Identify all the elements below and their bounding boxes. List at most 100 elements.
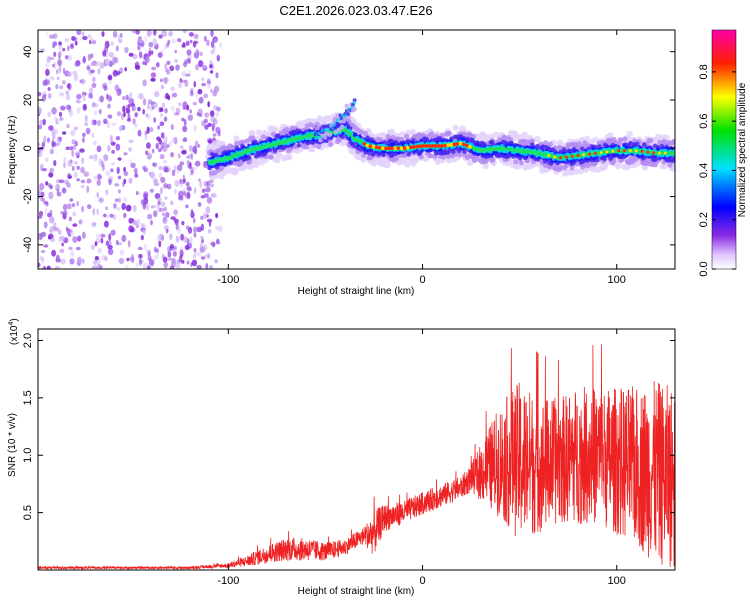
spectrogram-noise-dot: [54, 265, 60, 269]
spectrogram-noise-dot: [164, 63, 168, 70]
spectrogram-noise-dot: [98, 108, 102, 115]
spectrogram-noise-dot: [161, 253, 165, 260]
spectrogram-noise-dot: [86, 185, 90, 193]
spectrogram-noise-dot: [169, 243, 175, 249]
spectrogram-noise-dot: [121, 113, 124, 121]
spectrogram-noise-dot: [215, 72, 219, 79]
spectrogram-noise-dot: [153, 30, 157, 36]
spectrogram-noise-dot: [138, 253, 143, 259]
spectrogram-noise-dot: [206, 39, 210, 46]
spectrogram-noise-dot: [122, 105, 126, 113]
spectrogram-noise-dot: [209, 265, 213, 269]
spectrogram-noise-dot: [214, 225, 219, 231]
spectrogram-noise-dot: [63, 210, 68, 216]
spectrogram-noise-dot: [174, 179, 180, 187]
spectrogram-noise-dot: [44, 157, 49, 162]
spectrogram-noise-dot: [60, 106, 66, 112]
spectrogram-noise-dot: [191, 259, 198, 267]
spectrogram-ridge-cell: [296, 143, 301, 148]
spectrogram-noise-dot: [160, 201, 166, 207]
spectrogram-noise-dot: [212, 192, 218, 198]
spectrogram-noise-dot: [90, 62, 95, 67]
spectrogram-noise-dot: [114, 57, 119, 64]
spectrogram-noise-dot: [171, 169, 176, 177]
spectrogram-noise-dot: [119, 32, 123, 38]
spectrogram-noise-dot: [171, 137, 175, 144]
spectrogram-noise-dot: [93, 259, 98, 266]
spectrogram-noise-dot: [73, 126, 78, 131]
spectrogram-noise-dot: [65, 226, 69, 232]
spectrogram-noise-dot: [124, 67, 128, 72]
spectrogram-noise-dot: [147, 113, 151, 120]
spectrogram-noise-dot: [86, 204, 92, 210]
spectrogram-noise-dot: [96, 61, 101, 65]
spectrogram-noise-dot: [67, 71, 72, 77]
spectrogram-noise-dot: [132, 220, 138, 226]
spectrogram-noise-dot: [158, 172, 163, 179]
spectrogram-noise-dot: [38, 234, 41, 241]
spectrogram-noise-dot: [194, 160, 201, 167]
spectrogram-noise-dot: [173, 218, 179, 223]
spectrogram-noise-dot: [105, 189, 109, 196]
spectrogram-noise-dot: [58, 111, 63, 117]
spectrogram-noise-dot: [106, 93, 109, 100]
spectrogram-noise-dot: [40, 191, 45, 198]
spectrogram-noise-dot: [162, 212, 165, 217]
spectrogram-noise-dot: [114, 84, 120, 92]
spectrogram-ridge-cell: [429, 131, 435, 137]
spectrogram-noise-dot: [70, 250, 75, 258]
spectrogram-noise-dot: [207, 253, 211, 259]
spectrogram-ridge-cell: [518, 160, 525, 166]
spectrogram-noise-dot: [179, 78, 183, 83]
spectrogram-noise-dot: [109, 96, 113, 102]
spectrogram-noise-dot: [59, 117, 64, 121]
spectrogram-noise-dot: [87, 34, 92, 39]
spectrogram-noise-dot: [56, 76, 60, 81]
spectrogram-noise-dot: [65, 104, 71, 110]
spectrogram-ridge-cell: [576, 141, 582, 147]
spectrogram-noise-dot: [56, 188, 60, 196]
spectrogram-noise-dot: [209, 60, 213, 66]
spectrogram-noise-dot: [203, 64, 207, 70]
spectrogram-noise-dot: [59, 85, 64, 90]
spectrogram-noise-dot: [172, 250, 177, 257]
spectrogram-noise-dot: [127, 240, 131, 248]
spectrogram-noise-dot: [125, 204, 132, 212]
spectrogram-noise-dot: [149, 188, 154, 193]
spectrogram-ridge-cell: [557, 164, 563, 170]
spectrogram-noise-dot: [99, 62, 105, 69]
spectrogram-ridge-cell: [490, 156, 496, 162]
spectrogram-noise-dot: [70, 159, 73, 164]
spectrogram-ridge-cell: [209, 160, 213, 163]
spectrogram-noise-dot: [174, 245, 177, 251]
spectrogram-ridge-cell: [476, 152, 480, 157]
spectrogram-noise-dot: [181, 117, 185, 122]
spectrogram-noise-dot: [94, 241, 98, 247]
spectrogram-noise-dot: [72, 236, 78, 243]
spectrogram-noise-dot: [148, 171, 152, 176]
spectrogram-noise-dot: [174, 189, 177, 195]
spectrogram-noise-dot: [146, 103, 150, 110]
spectrogram-noise-dot: [192, 101, 197, 106]
spectrogram-noise-dot: [108, 240, 112, 247]
spectrogram-noise-dot: [168, 31, 173, 37]
spectrogram-noise-dot: [207, 139, 213, 144]
spectrogram-noise-dot: [96, 263, 102, 269]
spectrogram-noise-dot: [126, 118, 132, 122]
spectrogram-noise-dot: [200, 223, 205, 231]
spectrogram-noise-dot: [157, 52, 163, 58]
spectrogram-ridge-cell: [462, 149, 467, 154]
spectrogram-noise-dot: [196, 112, 200, 116]
spectrogram-noise-dot: [128, 147, 132, 152]
spectrogram-noise-dot: [52, 133, 56, 140]
spectrogram-noise-dot: [92, 222, 97, 227]
spectrogram-noise-dot: [107, 121, 110, 129]
spectrogram-noise-dot: [108, 233, 112, 241]
spectrogram-noise-dot: [76, 200, 80, 207]
spectrogram-ridge-cell: [586, 146, 591, 152]
spectrogram-noise-dot: [196, 226, 202, 233]
spectrogram-ridge-cell: [543, 140, 549, 146]
spectrogram-noise-dot: [72, 145, 77, 150]
spectrogram-noise-dot: [55, 83, 59, 90]
spectrogram-noise-dot: [193, 217, 196, 224]
